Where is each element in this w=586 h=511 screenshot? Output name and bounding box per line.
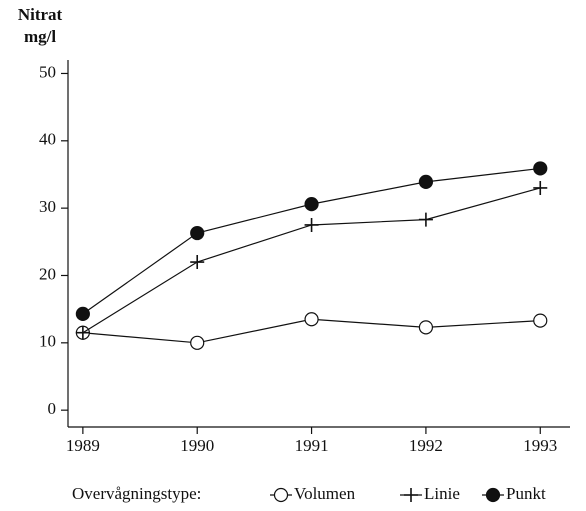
legend-marker (273, 487, 289, 503)
legend-label: Punkt (506, 484, 546, 503)
legend-label: Linie (424, 484, 460, 503)
marker (533, 161, 548, 176)
marker (190, 225, 205, 241)
legend-title: Overvågningstype: (72, 484, 201, 503)
y-tick-label: 50 (39, 62, 56, 81)
marker (190, 255, 205, 270)
x-tick-label: 1992 (409, 436, 443, 455)
legend-marker (485, 487, 501, 503)
marker (533, 180, 548, 195)
marker (75, 306, 90, 321)
y-tick-label: 30 (39, 197, 56, 216)
marker (304, 197, 319, 212)
legend-label: Volumen (294, 484, 356, 503)
x-tick-label: 1991 (295, 436, 329, 455)
y-axis-label: mg/l (24, 27, 56, 46)
x-tick-label: 1989 (66, 436, 100, 455)
marker (418, 212, 433, 227)
marker (75, 325, 90, 340)
y-tick-label: 20 (39, 264, 56, 283)
legend-marker (404, 488, 418, 502)
marker (304, 217, 319, 232)
series-line (82, 167, 541, 315)
y-tick-label: 0 (48, 399, 57, 418)
y-axis-label: Nitrat (18, 5, 63, 24)
y-tick-label: 40 (39, 130, 56, 149)
marker (190, 335, 205, 350)
marker (418, 320, 434, 335)
marker (304, 312, 319, 327)
y-tick-label: 10 (39, 332, 56, 351)
marker (533, 313, 548, 328)
x-tick-label: 1993 (523, 436, 557, 455)
x-tick-label: 1990 (180, 436, 214, 455)
marker (418, 174, 434, 189)
